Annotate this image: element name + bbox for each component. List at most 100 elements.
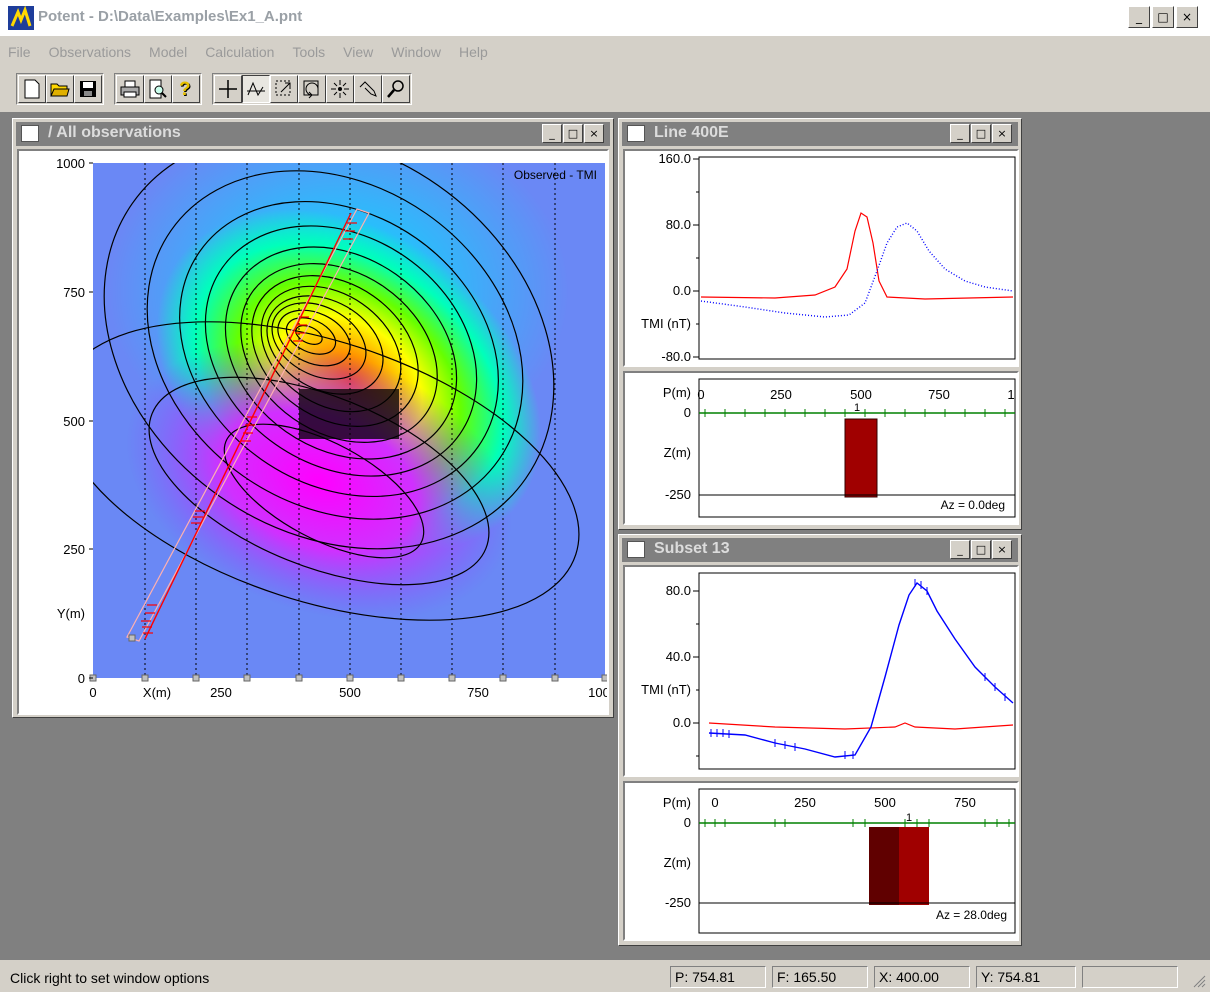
subset-13-controls: _ □ × [950,540,1012,559]
print-button[interactable] [116,75,144,103]
subset-13-section-chart[interactable]: 1 P(m) 0 Z(m) -250 0 250 500 750 Az = 28… [625,783,1017,939]
subset-13-profile-chart[interactable]: 80.0 40.0 0.0 TMI (nT) [625,567,1017,775]
line-400e-maximize[interactable]: □ [971,124,991,143]
all-observations-title: / All observations [48,124,181,141]
open-button[interactable] [46,75,74,103]
section-z-tick-250: -250 [665,487,691,502]
line-400e-title: Line 400E [654,124,729,141]
print-tools: ?? [114,73,202,105]
section-p-tick-250: 250 [770,387,792,402]
subset-13-minimize[interactable]: _ [950,540,970,559]
profile-button[interactable] [242,75,270,103]
menu-model[interactable]: Model [149,44,188,60]
status-message: Click right to set window options [10,970,210,986]
x-tick-1000: 100 [588,685,607,700]
status-y: Y: 754.81 [976,966,1076,988]
tmi-map[interactable]: 1000 750 500 250 0 Y(m) 0 250 500 750 10… [19,151,607,713]
subset-13-maximize[interactable]: □ [971,540,991,559]
all-observations-titlebar[interactable]: / All observations _ □ × [16,122,610,146]
center-icon [331,80,349,98]
center-button[interactable] [326,75,354,103]
x-axis-label: X(m) [143,685,171,700]
subset-13-close[interactable]: × [992,540,1012,559]
menu-window[interactable]: Window [391,44,442,60]
calculated-curve [708,722,1014,730]
y-tick-250: 250 [63,542,85,557]
y-axis-label: Y(m) [57,606,85,621]
magnify-button[interactable] [382,75,410,103]
menu-tools[interactable]: Tools [292,44,326,60]
close-button[interactable]: × [1176,6,1198,28]
menu-file[interactable]: File [8,44,31,60]
map-pane[interactable]: 1000 750 500 250 0 Y(m) 0 250 500 750 10… [17,149,609,715]
station-markers [704,819,1010,827]
drag-icon [359,81,377,97]
document-icon[interactable] [627,541,645,558]
view-tools [212,73,412,105]
section-p-tick-0: 0 [711,795,718,810]
x-tick-0: 0 [89,685,96,700]
subset-13-profile-pane[interactable]: 80.0 40.0 0.0 TMI (nT) [623,565,1019,777]
model-body-plan[interactable] [299,389,399,439]
line-400e-section-pane[interactable]: 1 P(m) 0 Z(m) -250 0 250 500 750 1 Az = … [623,371,1019,525]
maximize-button[interactable]: □ [1152,6,1174,28]
all-observations-window: / All observations _ □ × [12,118,614,718]
crosshair-icon [219,80,237,98]
menu-observations[interactable]: Observations [48,44,132,60]
calculated-curve [700,212,1014,300]
help-button[interactable]: ?? [172,75,200,103]
menu-help[interactable]: Help [459,44,488,60]
y-tick-0: 0 [78,671,85,686]
line-400e-close[interactable]: × [992,124,1012,143]
menu-calculation[interactable]: Calculation [205,44,275,60]
line-400e-profile-chart[interactable]: 160.0 80.0 0.0 -80.0 TMI (nT) [625,151,1017,365]
document-icon[interactable] [21,125,39,142]
save-icon [80,81,96,97]
subset-13-title: Subset 13 [654,540,730,557]
all-observations-close[interactable]: × [584,124,604,143]
document-icon[interactable] [627,125,645,142]
subset-13-section-pane[interactable]: 1 P(m) 0 Z(m) -250 0 250 500 750 Az = 28… [623,781,1019,941]
map-layer-label: Observed - TMI [514,168,597,182]
body-section-front[interactable] [899,827,929,905]
line-400e-section-chart[interactable]: 1 P(m) 0 Z(m) -250 0 250 500 750 1 Az = … [625,373,1017,523]
drag-button[interactable] [354,75,382,103]
menu-view[interactable]: View [343,44,374,60]
all-observations-maximize[interactable]: □ [563,124,583,143]
subset-profile[interactable] [126,208,370,642]
status-f: F: 165.50 [772,966,868,988]
section-p-label: P(m) [663,795,691,810]
line-400e-minimize[interactable]: _ [950,124,970,143]
minimize-button[interactable]: _ [1128,6,1150,28]
zoom-box-button[interactable] [270,75,298,103]
body-section-back[interactable] [869,827,899,905]
rotate-button[interactable] [298,75,326,103]
rotate-icon [303,80,319,99]
save-button[interactable] [74,75,102,103]
y-axis-label: TMI (nT) [641,316,691,331]
line-400e-titlebar[interactable]: Line 400E _ □ × [622,122,1018,146]
y-tick-750: 750 [63,285,85,300]
subset-13-titlebar[interactable]: Subset 13 _ □ × [622,538,1018,562]
body-section[interactable] [844,418,878,498]
x-axis-handles[interactable] [89,674,607,682]
section-z-tick-250: -250 [665,895,691,910]
section-p-tick-750: 750 [954,795,976,810]
section-z-tick-0: 0 [684,815,691,830]
y-axis-ticks [89,162,93,679]
new-button[interactable] [18,75,46,103]
profile-frame-ticks [693,590,699,757]
line-400e-window: Line 400E _ □ × 160.0 80.0 0.0 -80.0 TMI… [618,118,1022,530]
line-400e-profile-pane[interactable]: 160.0 80.0 0.0 -80.0 TMI (nT) [623,149,1019,367]
app-icon[interactable] [8,6,34,30]
toolbar: ?? [16,72,422,106]
y-tick-500: 500 [63,414,85,429]
observed-markers [710,579,1006,759]
print-preview-button[interactable] [144,75,172,103]
all-observations-minimize[interactable]: _ [542,124,562,143]
resize-grip-icon[interactable] [1190,972,1206,988]
body-number-label: 1 [906,812,912,824]
svg-text:?: ? [180,80,192,99]
contour-lines [93,163,580,621]
crosshair-button[interactable] [214,75,242,103]
